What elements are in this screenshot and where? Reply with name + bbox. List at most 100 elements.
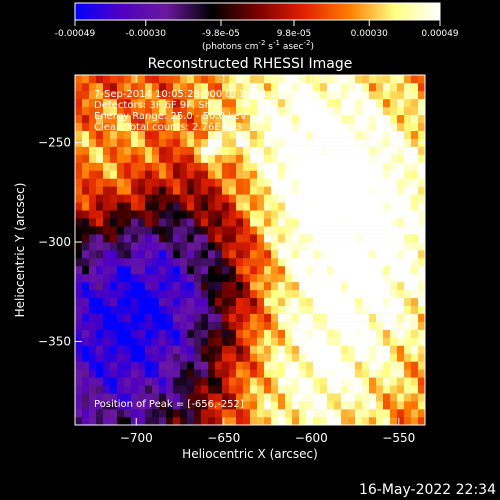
heatmap-cell <box>201 202 209 211</box>
heatmap-cell <box>313 82 321 92</box>
heatmap-cell <box>313 250 321 259</box>
colorbar: -0.00049 -0.00030 -9.8e-05 9.8e-05 0.00030 0.… <box>55 2 459 52</box>
heatmap-cell <box>124 226 132 235</box>
heatmap-cell <box>376 409 384 418</box>
heatmap-cell <box>215 154 223 163</box>
heatmap-cell <box>229 321 237 330</box>
heatmap-cell <box>215 98 223 108</box>
heatmap-cell <box>285 297 293 306</box>
heatmap-cell <box>397 82 405 92</box>
heatmap-cell <box>341 114 349 124</box>
heatmap-cell <box>229 250 237 259</box>
heatmap-cell <box>327 361 335 370</box>
heatmap-cell <box>264 321 272 330</box>
heatmap-cell <box>320 401 328 410</box>
heatmap-cell <box>201 122 209 131</box>
heatmap-cell <box>264 82 272 92</box>
heatmap-cell <box>208 226 216 235</box>
heatmap-cell <box>208 417 216 426</box>
heatmap-cell <box>75 289 83 299</box>
heatmap-cell <box>117 417 125 426</box>
heatmap-cell <box>257 361 265 370</box>
heatmap-cell <box>341 210 349 219</box>
heatmap-cell <box>117 154 125 163</box>
heatmap-cell <box>383 250 391 259</box>
heatmap-cell <box>313 218 321 227</box>
heatmap-cell <box>194 210 202 219</box>
heatmap-cell <box>124 377 132 386</box>
heatmap-cell <box>327 146 335 155</box>
heatmap-cell <box>313 226 321 235</box>
heatmap-cell <box>341 273 349 283</box>
heatmap-cell <box>215 218 223 227</box>
heatmap-cell <box>222 170 230 179</box>
heatmap-cell <box>369 377 377 386</box>
heatmap-cell <box>222 162 230 171</box>
heatmap-cell <box>117 393 125 402</box>
heatmap-cell <box>243 122 251 131</box>
heatmap-cell <box>348 154 356 163</box>
heatmap-cell <box>215 265 223 275</box>
heatmap-cell <box>110 321 118 330</box>
heatmap-cell <box>152 305 160 314</box>
heatmap-cell <box>313 98 321 108</box>
heatmap-cell <box>313 106 321 116</box>
heatmap-cell <box>138 409 146 418</box>
heatmap-cell <box>355 106 363 116</box>
heatmap-cell <box>278 234 286 243</box>
heatmap-cell <box>306 305 314 314</box>
heatmap-cell <box>411 361 419 370</box>
heatmap-cell <box>271 401 279 410</box>
heatmap-cell <box>355 194 363 203</box>
heatmap-cell <box>320 385 328 394</box>
heatmap-cell <box>250 393 258 402</box>
heatmap-cell <box>152 281 160 291</box>
heatmap-cell <box>187 369 195 378</box>
heatmap-cell <box>138 329 146 338</box>
heatmap-cell <box>250 417 258 426</box>
heatmap-cell <box>292 146 300 155</box>
heatmap-cell <box>82 409 90 418</box>
heatmap-cell <box>376 401 384 410</box>
heatmap-cell <box>166 242 174 251</box>
heatmap-cell <box>236 377 244 386</box>
heatmap-cell <box>166 130 174 139</box>
heatmap-cell <box>180 106 188 116</box>
heatmap-cell <box>222 297 230 306</box>
heatmap-cell <box>418 305 426 314</box>
heatmap-cell <box>257 138 265 147</box>
heatmap-cell <box>215 82 223 92</box>
heatmap-cell <box>215 409 223 418</box>
heatmap-cell <box>145 75 153 84</box>
heatmap-cell <box>159 409 167 418</box>
heatmap-cell <box>124 106 132 116</box>
heatmap-cell <box>131 202 139 211</box>
heatmap-cell <box>292 297 300 306</box>
heatmap-cell <box>383 377 391 386</box>
heatmap-cell <box>278 170 286 179</box>
heatmap-cell <box>411 417 419 426</box>
heatmap-cell <box>376 345 384 354</box>
heatmap-cell <box>222 345 230 354</box>
heatmap-cell <box>215 90 223 100</box>
heatmap-cell <box>187 162 195 171</box>
heatmap-cell <box>131 250 139 259</box>
heatmap-cell <box>138 393 146 402</box>
heatmap-cell <box>117 281 125 291</box>
heatmap-cell <box>376 281 384 291</box>
heatmap-cell <box>313 130 321 139</box>
heatmap-cell <box>292 130 300 139</box>
heatmap-cell <box>404 369 412 378</box>
heatmap-cell <box>285 273 293 283</box>
heatmap-cell <box>82 353 90 362</box>
heatmap-cell <box>348 345 356 354</box>
heatmap-cell <box>124 417 132 426</box>
heatmap-cell <box>75 226 83 235</box>
heatmap-cell <box>257 337 265 346</box>
heatmap-cell <box>243 321 251 330</box>
heatmap-cell <box>187 218 195 227</box>
heatmap-cell <box>243 194 251 203</box>
heatmap-cell <box>250 162 258 171</box>
heatmap-cell <box>194 337 202 346</box>
heatmap-cell <box>236 313 244 322</box>
